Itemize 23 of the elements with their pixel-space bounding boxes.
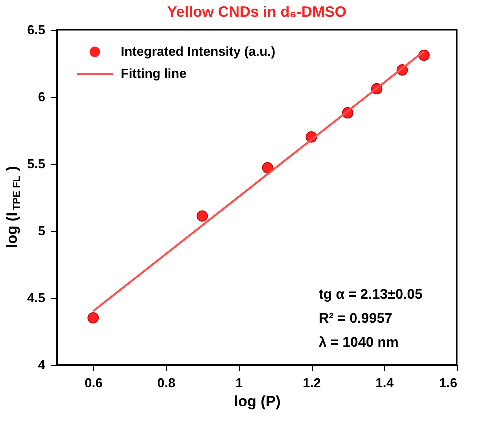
y-tick-label: 5.5 bbox=[27, 156, 46, 172]
y-tick-label: 6.5 bbox=[27, 22, 46, 38]
x-tick-label: 1.4 bbox=[376, 376, 395, 390]
x-tick-label: 1.2 bbox=[303, 376, 322, 390]
annotation: R² = 0.9957 bbox=[319, 310, 393, 326]
x-tick-label: 1.6 bbox=[439, 376, 458, 390]
chart-title: Yellow CNDs in d₆-DMSO bbox=[167, 4, 347, 21]
legend-label: Integrated Intensity (a.u.) bbox=[121, 44, 276, 59]
annotation: tg α = 2.13±0.05 bbox=[319, 286, 424, 302]
x-tick-label: 1 bbox=[236, 376, 243, 390]
point bbox=[88, 312, 100, 324]
annotation: λ = 1040 nm bbox=[319, 334, 399, 350]
y-tick-label: 5 bbox=[38, 224, 46, 238]
y-tick-label: 6 bbox=[38, 90, 46, 104]
y-axis-title: log (ITPE FL) bbox=[4, 166, 23, 248]
y-tick-label: 4.5 bbox=[27, 290, 46, 306]
point bbox=[262, 162, 274, 174]
x-tick-label: 0.6 bbox=[84, 376, 103, 390]
x-axis-title: log (P) bbox=[234, 394, 281, 410]
point bbox=[196, 210, 208, 222]
x-tick-label: 0.8 bbox=[158, 376, 176, 390]
y-tick-label: 4 bbox=[38, 358, 46, 372]
legend-label: Fitting line bbox=[121, 66, 187, 81]
